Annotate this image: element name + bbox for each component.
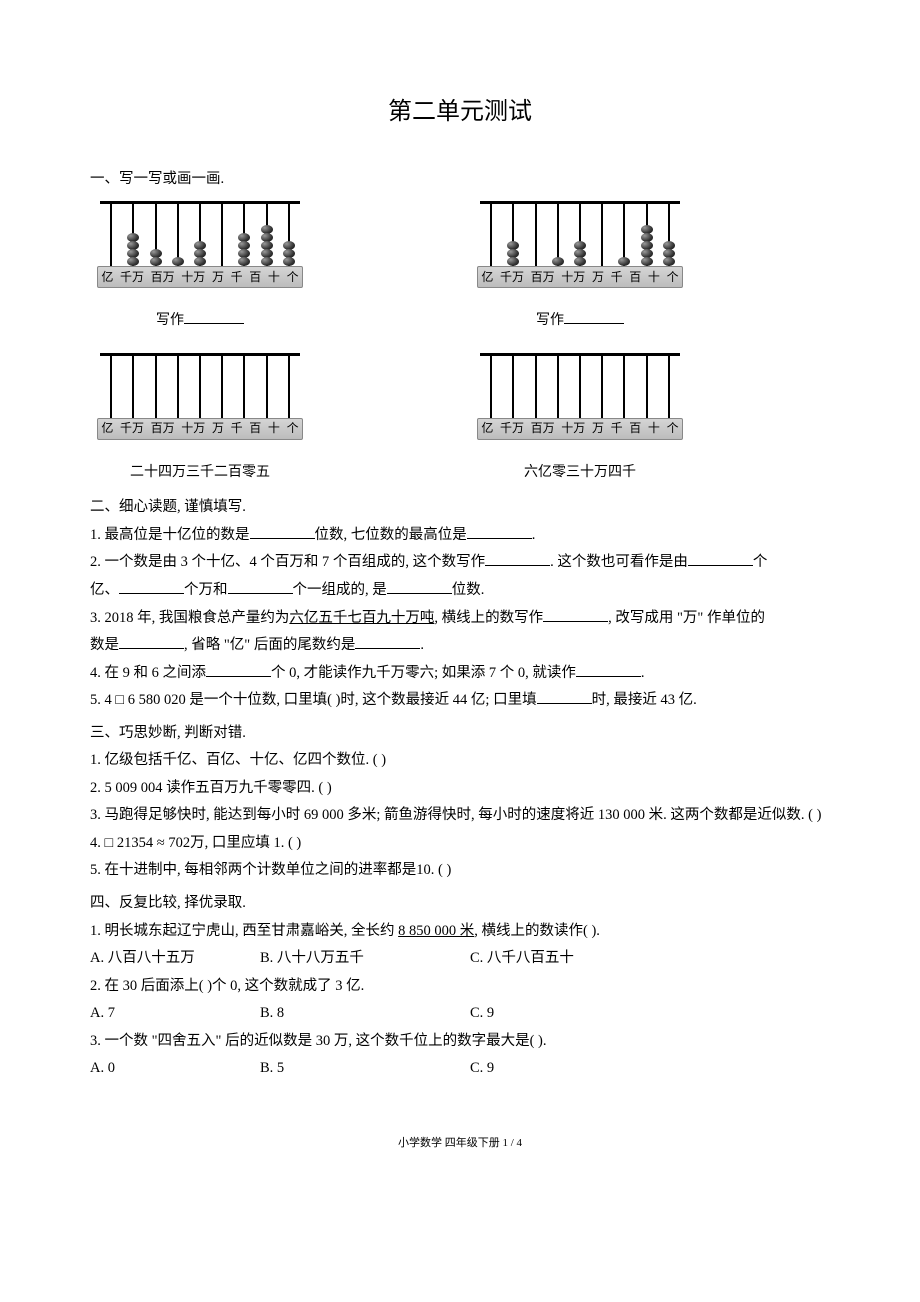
opt-b: B. 8 xyxy=(260,1000,470,1028)
section-3-head: 三、巧思妙断, 判断对错. xyxy=(90,720,830,748)
write-text: 写作 xyxy=(156,313,184,328)
section-4-head: 四、反复比较, 择优录取. xyxy=(90,890,830,918)
abacus-4-label: 六亿零三十万四千 xyxy=(524,460,636,487)
s4-q2: 2. 在 30 后面添上( )个 0, 这个数就成了 3 亿. xyxy=(90,973,830,1001)
s2-q2: 2. 一个数是由 3 个十亿、4 个百万和 7 个百组成的, 这个数写作. 这个… xyxy=(90,549,830,604)
write-label-1: 写作 xyxy=(156,308,244,335)
write-text: 写作 xyxy=(536,313,564,328)
write-label-2: 写作 xyxy=(536,308,624,335)
opt-c: C. 9 xyxy=(470,1055,494,1083)
s4-q1-opts: A. 八百八十五万 B. 八十八万五千 C. 八千八百五十 xyxy=(90,945,830,973)
abacus-3: 亿千万百万十万万千百十个 xyxy=(100,353,300,440)
opt-a: A. 0 xyxy=(90,1055,260,1083)
abacus-2: 亿千万百万十万万千百十个 xyxy=(480,201,680,288)
opt-b: B. 八十八万五千 xyxy=(260,945,470,973)
s3-q4: 4. □ 21354 ≈ 702万, 口里应填 1. ( ) xyxy=(90,830,830,858)
s3-q3: 3. 马跑得足够快时, 能达到每小时 69 000 多米; 箭鱼游得快时, 每小… xyxy=(90,802,830,830)
page-footer: 小学数学 四年级下册 1 / 4 xyxy=(90,1133,830,1154)
s4-q3: 3. 一个数 "四舍五入" 后的近似数是 30 万, 这个数千位上的数字最大是(… xyxy=(90,1028,830,1056)
s2-q1: 1. 最高位是十亿位的数是位数, 七位数的最高位是. xyxy=(90,522,830,550)
opt-b: B. 5 xyxy=(260,1055,470,1083)
s3-q1: 1. 亿级包括千亿、百亿、十亿、亿四个数位. ( ) xyxy=(90,747,830,775)
s4-q3-opts: A. 0 B. 5 C. 9 xyxy=(90,1055,830,1083)
abacus-row-2: 亿千万百万十万万千百十个 二十四万三千二百零五 亿千万百万十万万千百十个 六亿零… xyxy=(90,353,830,487)
s2-q5: 5. 4 □ 6 580 020 是一个十位数, 口里填( )时, 这个数最接近… xyxy=(90,687,830,715)
abacus-3-label: 二十四万三千二百零五 xyxy=(130,460,270,487)
s2-q4: 4. 在 9 和 6 之间添个 0, 才能读作九千万零六; 如果添 7 个 0,… xyxy=(90,660,830,688)
opt-a: A. 八百八十五万 xyxy=(90,945,260,973)
s2-q3: 3. 2018 年, 我国粮食总产量约为六亿五千七百九十万吨, 横线上的数写作,… xyxy=(90,605,830,660)
section-2-head: 二、细心读题, 谨慎填写. xyxy=(90,494,830,522)
opt-c: C. 八千八百五十 xyxy=(470,945,574,973)
page-title: 第二单元测试 xyxy=(90,90,830,136)
abacus-row-1: 亿千万百万十万万千百十个 写作 亿千万百万十万万千百十个 写作 xyxy=(90,201,830,335)
opt-c: C. 9 xyxy=(470,1000,494,1028)
abacus-1: 亿千万百万十万万千百十个 xyxy=(100,201,300,288)
section-1-head: 一、写一写或画一画. xyxy=(90,166,830,194)
s3-q5: 5. 在十进制中, 每相邻两个计数单位之间的进率都是10. ( ) xyxy=(90,857,830,885)
opt-a: A. 7 xyxy=(90,1000,260,1028)
s3-q2: 2. 5 009 004 读作五百万九千零零四. ( ) xyxy=(90,775,830,803)
s4-q2-opts: A. 7 B. 8 C. 9 xyxy=(90,1000,830,1028)
s4-q1: 1. 明长城东起辽宁虎山, 西至甘肃嘉峪关, 全长约 8 850 000 米, … xyxy=(90,918,830,946)
abacus-4: 亿千万百万十万万千百十个 xyxy=(480,353,680,440)
